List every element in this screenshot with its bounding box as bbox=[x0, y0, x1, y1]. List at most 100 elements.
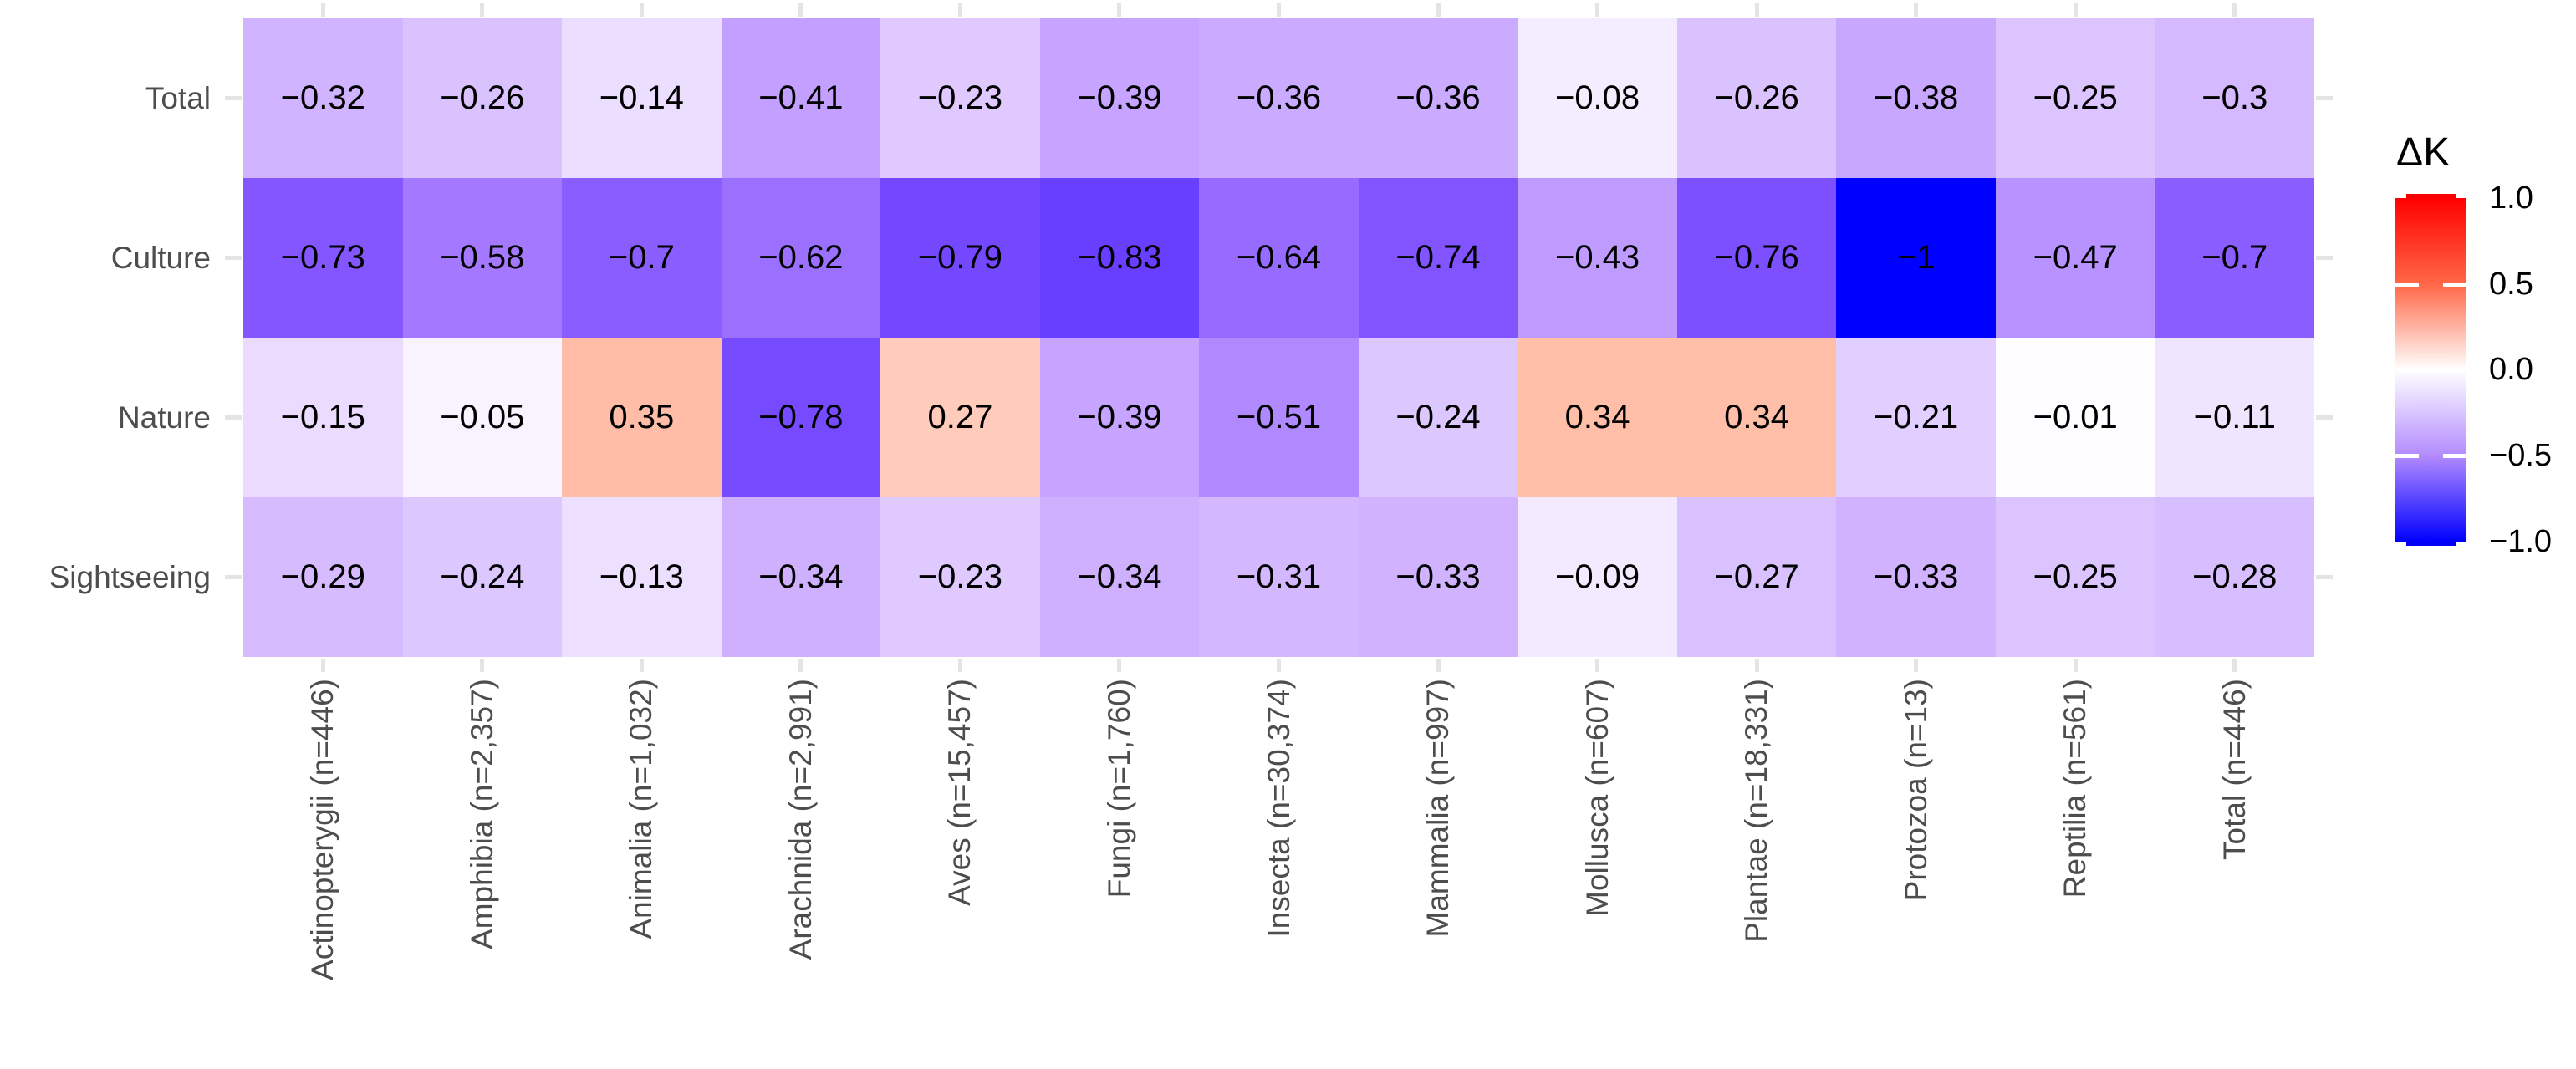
heatmap-cell: −0.31 bbox=[1199, 497, 1359, 657]
heatmap-cell: −0.73 bbox=[243, 178, 403, 338]
heatmap-cell: −0.32 bbox=[243, 18, 403, 178]
axis-tick-mark bbox=[2316, 256, 2333, 260]
heatmap-cell: −0.25 bbox=[1995, 18, 2155, 178]
legend-tick-label: −1.0 bbox=[2489, 524, 2553, 559]
heatmap-cell: 0.35 bbox=[562, 338, 722, 497]
axis-tick-mark bbox=[639, 3, 644, 17]
axis-tick-mark bbox=[1117, 3, 1122, 17]
colorbar-tick-mark bbox=[2443, 454, 2466, 458]
heatmap-cell: −0.7 bbox=[2155, 178, 2314, 338]
axis-tick-mark bbox=[320, 659, 325, 672]
heatmap-cell: −0.09 bbox=[1518, 497, 1677, 657]
axis-tick-mark bbox=[2232, 659, 2237, 672]
heatmap-cell: 0.34 bbox=[1518, 338, 1677, 497]
colorbar-end-tick-bottom bbox=[2406, 542, 2456, 546]
x-axis-label: Reptilia (n=561) bbox=[2058, 679, 2093, 898]
heatmap-cell: −0.79 bbox=[880, 178, 1040, 338]
x-axis-label: Fungi (n=1,760) bbox=[1101, 679, 1136, 898]
x-axis-label: Arachnida (n=2,991) bbox=[783, 679, 818, 960]
y-axis-label: Culture bbox=[110, 240, 211, 275]
heatmap-cell: −0.28 bbox=[2155, 497, 2314, 657]
heatmap-cell: −0.29 bbox=[243, 497, 403, 657]
axis-tick-mark bbox=[1595, 659, 1600, 672]
axis-tick-mark bbox=[2316, 575, 2333, 579]
axis-tick-mark bbox=[798, 659, 803, 672]
axis-tick-mark bbox=[1277, 659, 1281, 672]
axis-tick-mark bbox=[1436, 3, 1441, 17]
heatmap-cell: −0.05 bbox=[402, 338, 563, 497]
axis-tick-mark bbox=[2316, 96, 2333, 100]
axis-tick-mark bbox=[2316, 415, 2333, 420]
heatmap-cell: −0.39 bbox=[1039, 338, 1200, 497]
heatmap-cell: −0.36 bbox=[1199, 18, 1359, 178]
x-axis-label: Protozoa (n=13) bbox=[1898, 679, 1933, 902]
heatmap-cell: −0.78 bbox=[721, 338, 881, 497]
heatmap-cell: −0.58 bbox=[402, 178, 563, 338]
heatmap-cell: −0.33 bbox=[1836, 497, 1996, 657]
heatmap-cell: −0.51 bbox=[1199, 338, 1359, 497]
x-axis-label: Animalia (n=1,032) bbox=[624, 679, 659, 939]
colorbar-tick-mark bbox=[2443, 283, 2466, 287]
axis-tick-mark bbox=[1914, 3, 1919, 17]
heatmap-cell: −0.34 bbox=[721, 497, 881, 657]
colorbar-end-tick-top bbox=[2406, 194, 2456, 198]
heatmap-cell: −0.13 bbox=[562, 497, 722, 657]
heatmap-cell: −0.47 bbox=[1995, 178, 2155, 338]
x-axis-label: Actinopterygii (n=446) bbox=[305, 679, 340, 980]
legend-title: ΔK bbox=[2396, 130, 2451, 175]
heatmap-cell: 0.34 bbox=[1676, 338, 1837, 497]
axis-tick-mark bbox=[639, 659, 644, 672]
heatmap-cell: −0.43 bbox=[1518, 178, 1677, 338]
axis-tick-mark bbox=[480, 659, 485, 672]
y-axis-label: Total bbox=[145, 80, 211, 115]
axis-tick-mark bbox=[480, 3, 485, 17]
axis-tick-mark bbox=[225, 256, 242, 260]
heatmap-cell: −0.34 bbox=[1039, 497, 1200, 657]
axis-tick-mark bbox=[320, 3, 325, 17]
axis-tick-mark bbox=[1595, 3, 1600, 17]
heatmap-cell: −0.41 bbox=[721, 18, 881, 178]
heatmap-cell: −0.24 bbox=[1358, 338, 1518, 497]
heatmap-cell: −0.64 bbox=[1199, 178, 1359, 338]
axis-tick-mark bbox=[1277, 3, 1281, 17]
axis-tick-mark bbox=[2073, 3, 2078, 17]
x-axis-label: Amphibia (n=2,357) bbox=[464, 679, 499, 949]
heatmap-cell: −0.01 bbox=[1995, 338, 2155, 497]
heatmap-cell: −0.62 bbox=[721, 178, 881, 338]
axis-tick-mark bbox=[957, 3, 962, 17]
heatmap-cell: −0.08 bbox=[1518, 18, 1677, 178]
axis-tick-mark bbox=[2232, 3, 2237, 17]
y-axis-label: Sightseeing bbox=[48, 559, 211, 594]
legend-tick-label: 0.0 bbox=[2489, 352, 2533, 387]
x-axis-label: Aves (n=15,457) bbox=[942, 679, 977, 906]
heatmap-cell: −0.36 bbox=[1358, 18, 1518, 178]
heatmap-cell: −0.27 bbox=[1676, 497, 1837, 657]
legend-tick-label: 1.0 bbox=[2489, 181, 2533, 216]
heatmap-cell: −0.11 bbox=[2155, 338, 2314, 497]
axis-tick-mark bbox=[957, 659, 962, 672]
axis-tick-mark bbox=[798, 3, 803, 17]
legend-colorbar-gradient bbox=[2395, 198, 2466, 542]
heatmap-cell: −0.74 bbox=[1358, 178, 1518, 338]
x-axis-label: Mammalia (n=997) bbox=[1421, 679, 1456, 938]
heatmap-cell: −0.7 bbox=[562, 178, 722, 338]
heatmap-cell: −1 bbox=[1836, 178, 1996, 338]
heatmap-cell: −0.25 bbox=[1995, 497, 2155, 657]
heatmap-cell: −0.3 bbox=[2155, 18, 2314, 178]
y-axis-label: Nature bbox=[117, 400, 211, 435]
heatmap-cell: −0.33 bbox=[1358, 497, 1518, 657]
x-axis-label: Mollusca (n=607) bbox=[1579, 679, 1614, 917]
heatmap-cell: −0.38 bbox=[1836, 18, 1996, 178]
x-axis-label: Plantae (n=18,331) bbox=[1739, 679, 1774, 943]
axis-tick-mark bbox=[1914, 659, 1919, 672]
colorbar-tick-mark bbox=[2395, 454, 2419, 458]
heatmap-cell: −0.39 bbox=[1039, 18, 1200, 178]
x-axis-label: Insecta (n=30,374) bbox=[1261, 679, 1296, 938]
axis-tick-mark bbox=[1436, 659, 1441, 672]
colorbar-tick-mark bbox=[2395, 283, 2419, 287]
heatmap-cell: −0.21 bbox=[1836, 338, 1996, 497]
heatmap-panel: −0.32 −0.26 −0.14 −0.41 −0.23 −0.39 −0.36 −0.36… bbox=[243, 18, 2314, 657]
legend-tick-label: −0.5 bbox=[2489, 438, 2553, 473]
axis-tick-mark bbox=[225, 575, 242, 579]
